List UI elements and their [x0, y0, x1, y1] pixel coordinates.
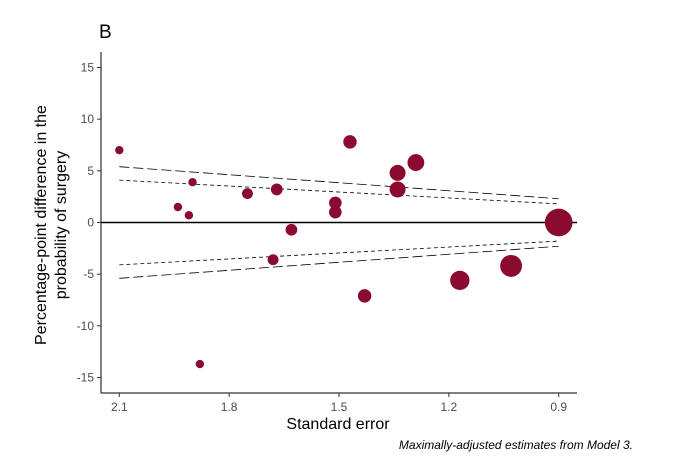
data-point: [195, 359, 205, 369]
x-tick-label: 1.2: [441, 400, 458, 414]
funnel-boundary-line: [119, 240, 559, 266]
y-tick-label: -15: [77, 371, 95, 385]
data-point: [329, 205, 342, 219]
data-point: [389, 164, 406, 181]
panel-label: B: [99, 22, 112, 43]
y-tick-label: -10: [77, 319, 95, 333]
data-point: [115, 145, 124, 155]
data-point: [389, 181, 406, 198]
y-tick-label: 5: [87, 164, 94, 178]
y-tick-label: 0: [87, 216, 94, 230]
data-point: [343, 135, 357, 149]
data-point: [188, 178, 197, 187]
y-tick-label: -5: [83, 267, 94, 281]
data-point: [450, 270, 470, 291]
plot-area: 15 10 5 0 -5 -10 -15 2.1 1.8 1.5 1.2 0.9: [77, 52, 577, 414]
data-point: [357, 289, 372, 303]
funnel-boundary-line: [119, 245, 559, 279]
y-tick-label: 15: [81, 61, 95, 75]
data-point: [500, 254, 523, 277]
data-point: [184, 211, 194, 220]
x-tick-label: 2.1: [111, 400, 128, 414]
y-axis-title-line-2: probability of surgery: [53, 151, 70, 300]
data-point: [270, 183, 283, 196]
caption: Maximally-adjusted estimates from Model …: [399, 438, 633, 452]
x-tick-label: 1.5: [331, 400, 348, 414]
data-point: [242, 188, 253, 200]
x-axis-title: Standard error: [286, 416, 390, 433]
x-tick-label: 1.8: [221, 400, 238, 414]
data-point: [329, 196, 342, 210]
data-point: [173, 202, 183, 212]
data-point: [407, 154, 425, 171]
funnel-boundary-line: [119, 166, 559, 200]
data-point: [285, 223, 298, 236]
y-axis-title: Percentage-point difference in the proba…: [33, 105, 70, 345]
y-tick-label: 10: [81, 112, 95, 126]
data-point: [544, 208, 573, 237]
data-point: [267, 254, 279, 266]
x-tick-label: 0.9: [550, 400, 567, 414]
y-axis-title-line-1: Percentage-point difference in the: [33, 105, 50, 345]
